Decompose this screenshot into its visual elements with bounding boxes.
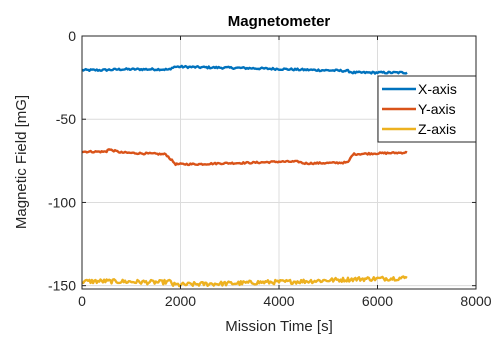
series-lines <box>81 64 408 288</box>
x-tick-label: 0 <box>78 293 86 309</box>
x-tick-label: 6000 <box>362 293 393 309</box>
axis-ticks: 0 2000 4000 6000 8000 -150 -100 -50 0 <box>48 28 492 309</box>
y-tick-label: 0 <box>68 28 76 44</box>
y-axis-label: Magnetic Field [mG] <box>13 95 30 229</box>
series-line-x-axis <box>81 64 408 75</box>
x-tick-label: 8000 <box>460 293 491 309</box>
y-tick-label: -50 <box>56 111 76 127</box>
legend: X-axis Y-axis Z-axis <box>377 75 477 143</box>
series-line-z-axis <box>81 275 408 288</box>
y-tick-label: -150 <box>48 278 76 294</box>
x-tick-label: 2000 <box>165 293 196 309</box>
chart-title: Magnetometer <box>228 13 331 30</box>
legend-label: X-axis <box>418 81 457 97</box>
y-tick-label: -100 <box>48 194 76 210</box>
x-axis-label: Mission Time [s] <box>225 318 333 335</box>
legend-label: Z-axis <box>418 121 456 137</box>
x-tick-label: 4000 <box>263 293 294 309</box>
series-line-y-axis <box>81 148 408 167</box>
legend-label: Y-axis <box>418 101 456 117</box>
